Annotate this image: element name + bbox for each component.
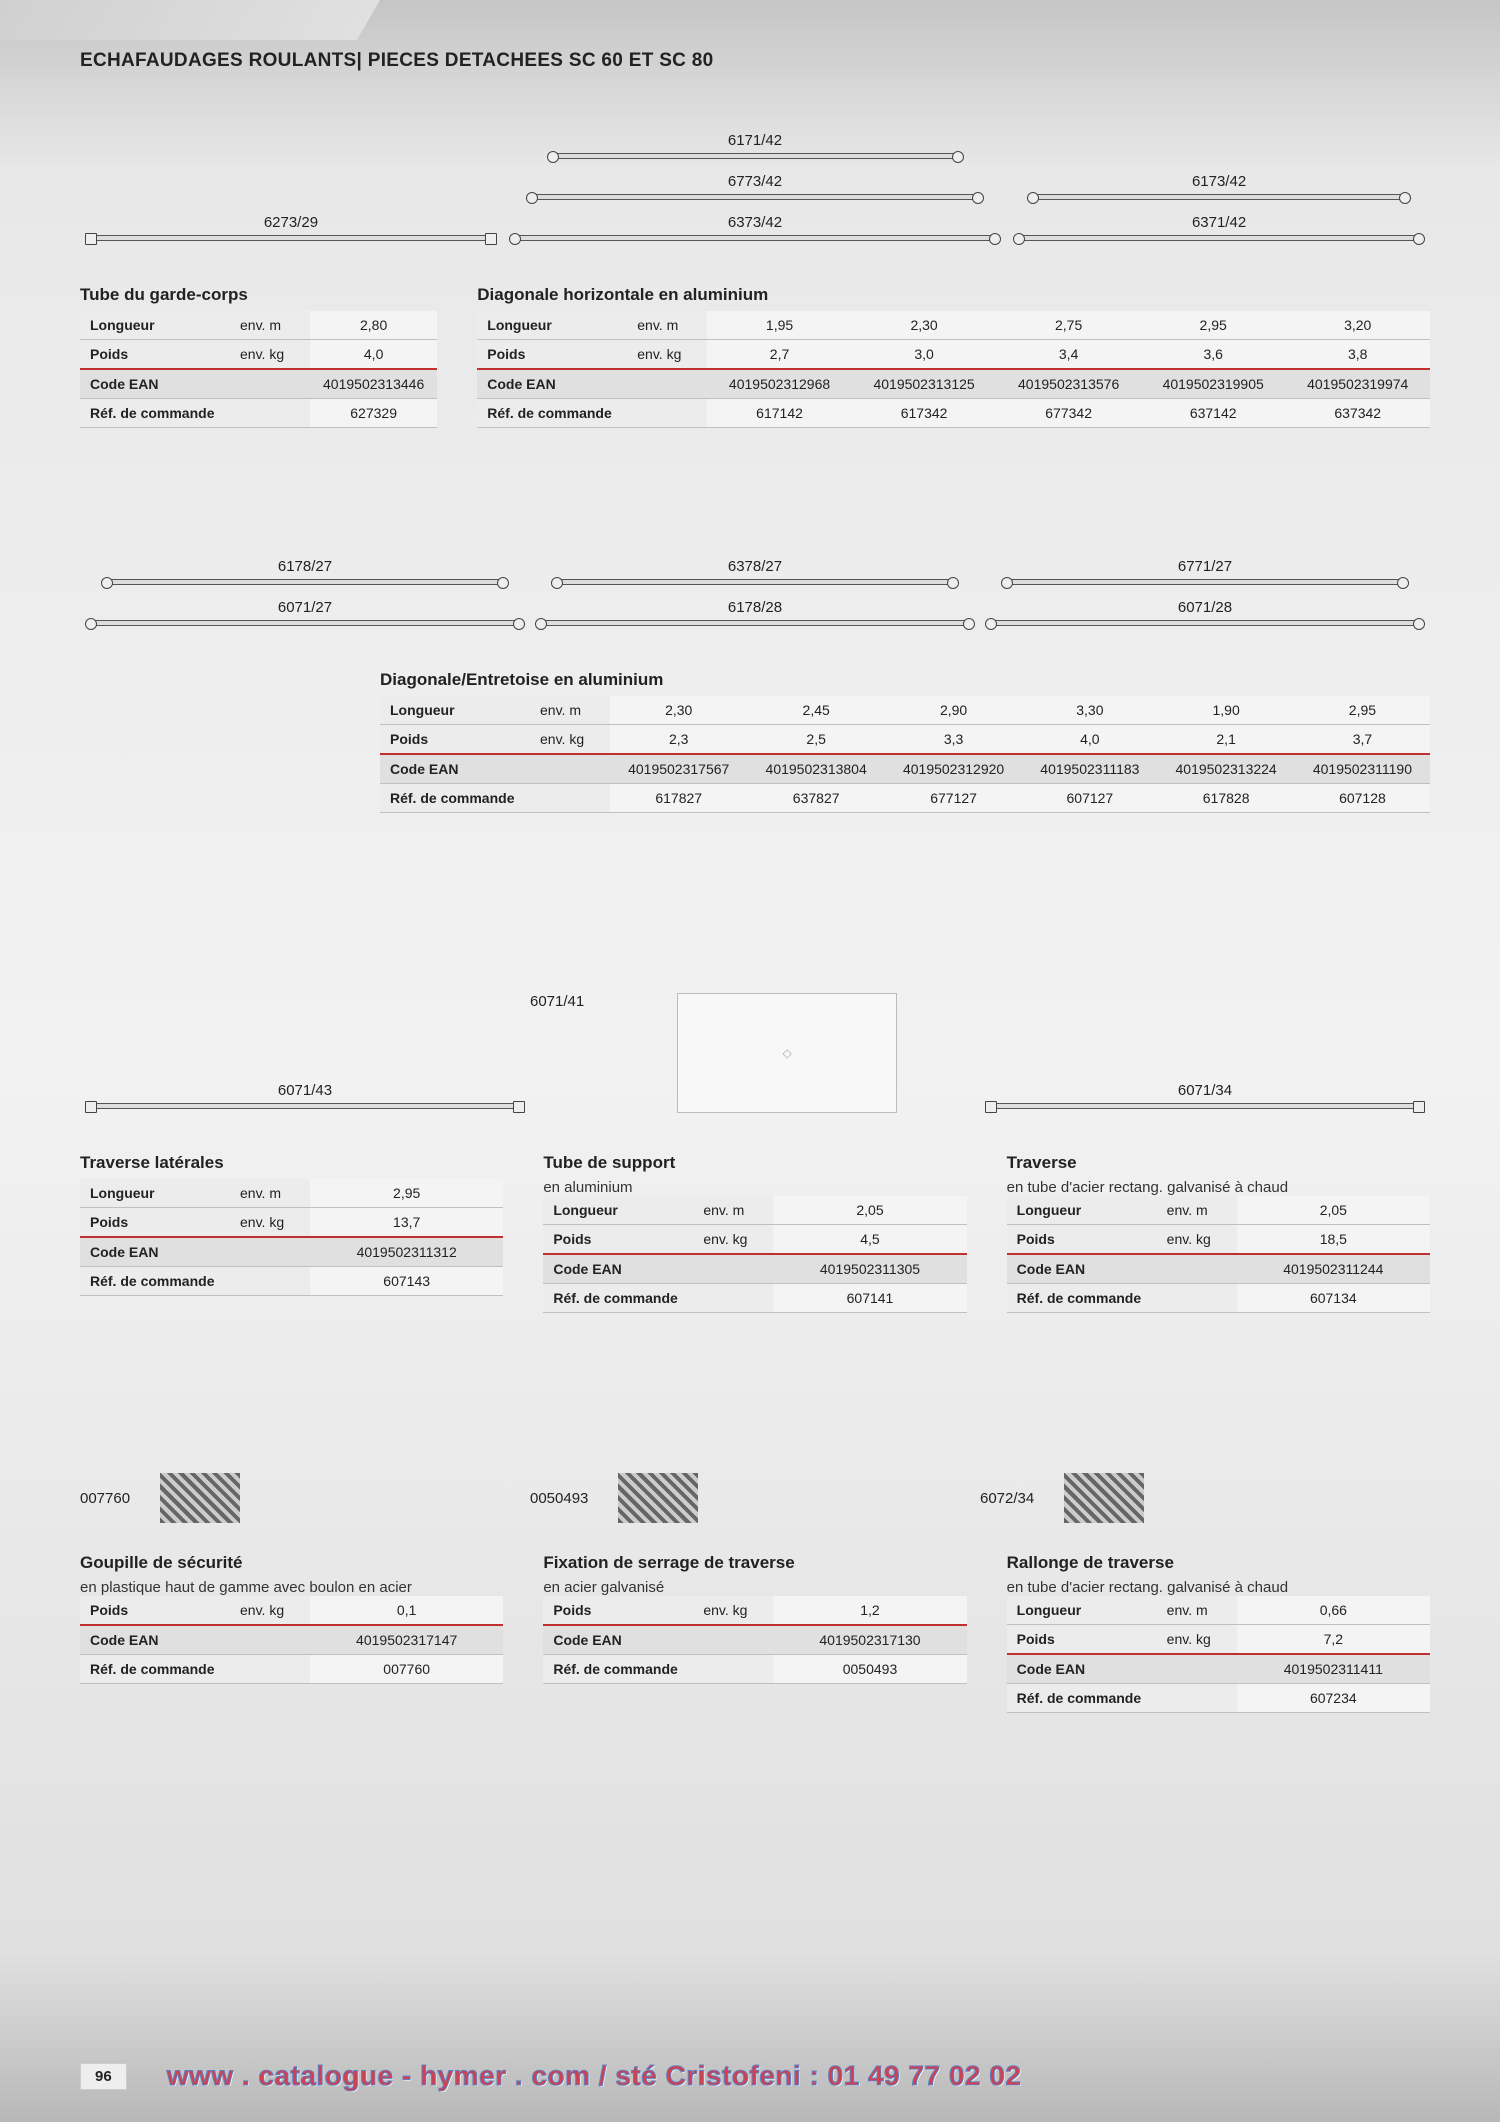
diagram-row-3: 6071/43 6071/41 ◇ 6071/34	[80, 993, 1430, 1123]
product-title: Diagonale/Entretoise en aluminium	[380, 670, 663, 689]
product-subtitle: en aluminium	[543, 1179, 966, 1196]
part-label: 0050493	[530, 1490, 588, 1507]
part-label: 6071/43	[80, 1082, 530, 1099]
spec-table-fixation: Poidsenv. kg1,2 Code EAN4019502317130 Ré…	[543, 1596, 966, 1684]
spec-table-diagonale-horizontale: Longueurenv. m 1,952,302,752,953,20 Poid…	[477, 311, 1430, 428]
part-label: 6273/29	[80, 214, 502, 231]
part-label: 6171/42	[502, 132, 1008, 149]
product-title: Traverse latérales	[80, 1153, 224, 1172]
footer-url: www . catalogue - hymer . com / sté Cris…	[167, 2060, 1022, 2092]
product-title: Tube du garde-corps	[80, 285, 248, 304]
product-subtitle: en tube d'acier rectang. galvanisé à cha…	[1007, 1579, 1430, 1596]
part-label: 6373/42	[502, 214, 1008, 231]
product-subtitle: en acier galvanisé	[543, 1579, 966, 1596]
product-thumbnail	[1064, 1473, 1144, 1523]
spec-table-traverse: Longueurenv. m2,05 Poidsenv. kg18,5 Code…	[1007, 1196, 1430, 1313]
product-subtitle: en tube d'acier rectang. galvanisé à cha…	[1007, 1179, 1430, 1196]
part-label: 6378/27	[530, 558, 980, 575]
diagram-row-2: 6178/27 6071/27 6378/27 6178/28 6771/27 …	[80, 558, 1430, 640]
part-label: 6072/34	[980, 1490, 1034, 1507]
page-footer: 96 www . catalogue - hymer . com / sté C…	[0, 2060, 1500, 2092]
product-title: Fixation de serrage de traverse	[543, 1553, 794, 1572]
product-thumbnail	[618, 1473, 698, 1523]
part-label: 6178/28	[530, 599, 980, 616]
part-label: 6071/34	[980, 1082, 1430, 1099]
spec-table-tube-support: Longueurenv. m2,05 Poidsenv. kg4,5 Code …	[543, 1196, 966, 1313]
spec-table-traverse-laterales: Longueurenv. m2,95 Poidsenv. kg13,7 Code…	[80, 1179, 503, 1296]
part-label: 6071/27	[80, 599, 530, 616]
diagram-row-4: 007760 0050493 6072/34	[80, 1473, 1430, 1523]
spec-table-diagonale-entretoise: Longueurenv. m 2,302,452,903,301,902,95 …	[380, 696, 1430, 813]
part-label: 007760	[80, 1490, 130, 1507]
part-label: 6773/42	[502, 173, 1008, 190]
product-thumbnail	[160, 1473, 240, 1523]
product-title: Tube de support	[543, 1153, 675, 1172]
part-label: 6071/41	[530, 993, 584, 1010]
page-number: 96	[80, 2063, 127, 2090]
part-label: 6771/27	[980, 558, 1430, 575]
part-label: 6071/28	[980, 599, 1430, 616]
product-subtitle: en plastique haut de gamme avec boulon e…	[80, 1579, 503, 1596]
product-image-placeholder: ◇	[677, 993, 897, 1113]
spec-table-rallonge: Longueurenv. m0,66 Poidsenv. kg7,2 Code …	[1007, 1596, 1430, 1713]
product-title: Rallonge de traverse	[1007, 1553, 1174, 1572]
part-label: 6371/42	[1008, 214, 1430, 231]
page-header: ECHAFAUDAGES ROULANTS| PIECES DETACHEES …	[80, 50, 1430, 72]
spec-table-goupille: Poidsenv. kg0,1 Code EAN4019502317147 Ré…	[80, 1596, 503, 1684]
product-title: Diagonale horizontale en aluminium	[477, 285, 768, 304]
part-label: 6173/42	[1008, 173, 1430, 190]
spec-table-tube-garde-corps: Longueurenv. m2,80 Poidsenv. kg4,0 Code …	[80, 311, 437, 428]
diagram-row-1: 6273/29 6171/42 6773/42 6373/42 6173/42 …	[80, 132, 1430, 255]
product-title: Goupille de sécurité	[80, 1553, 243, 1572]
product-title: Traverse	[1007, 1153, 1077, 1172]
part-label: 6178/27	[80, 558, 530, 575]
